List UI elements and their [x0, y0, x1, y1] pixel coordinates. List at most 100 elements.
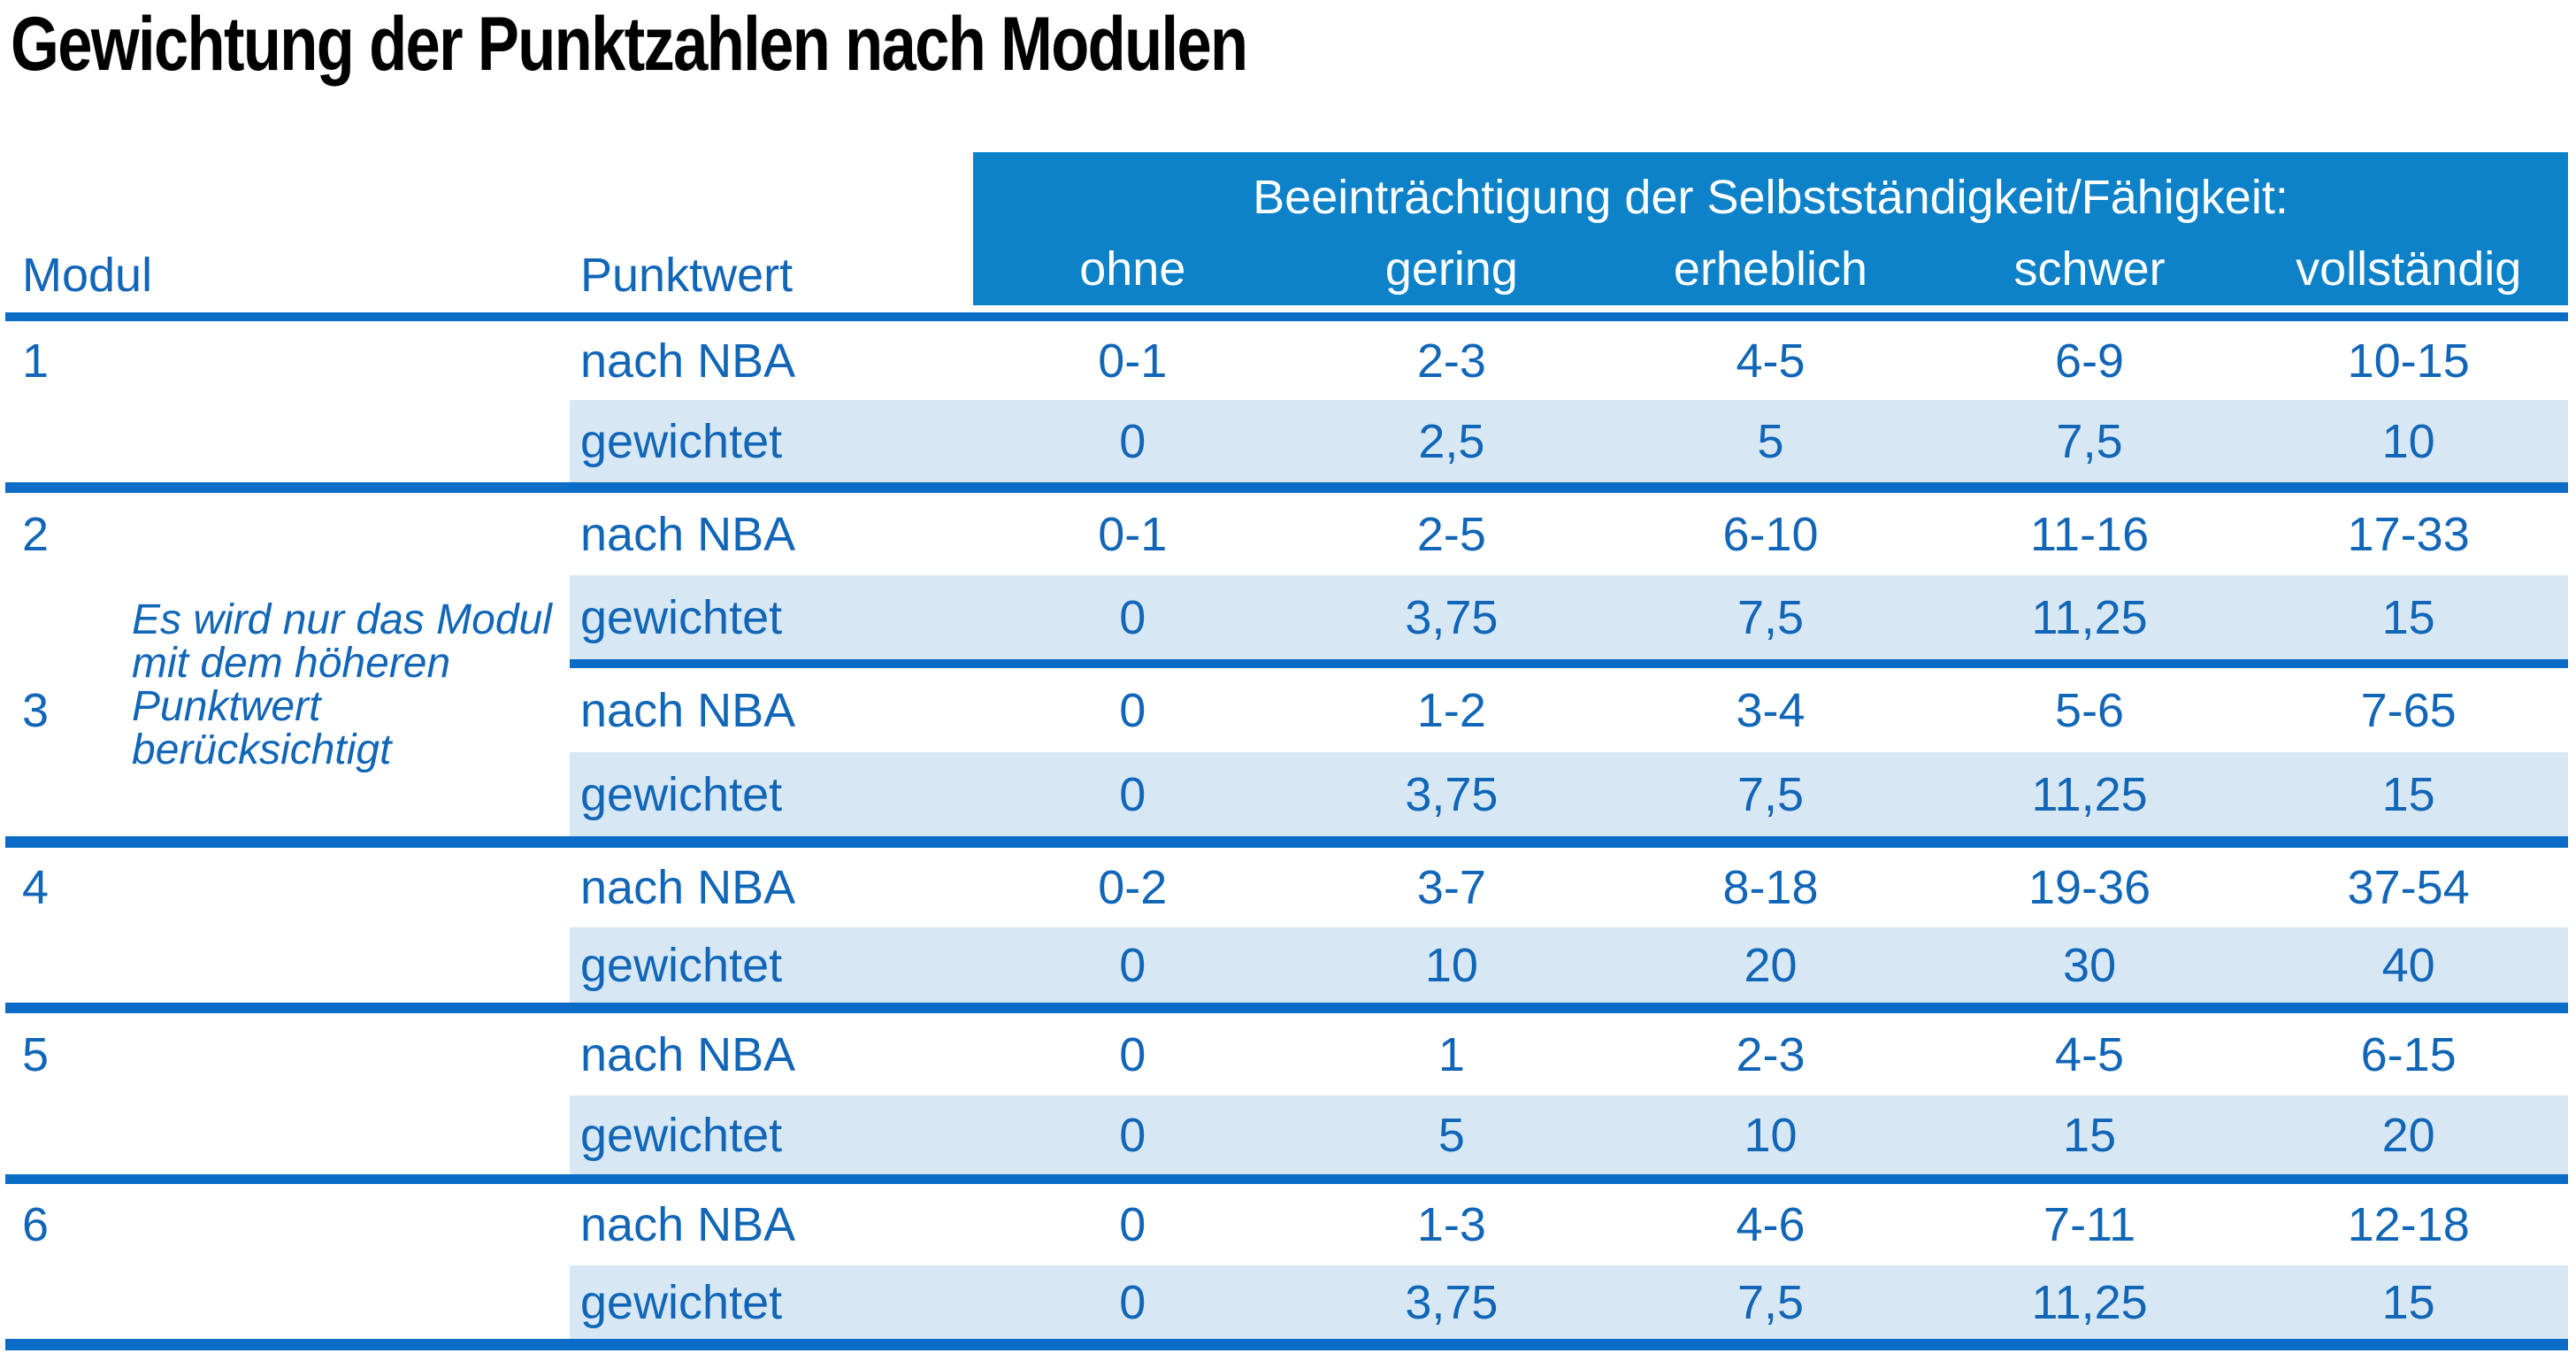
row-label-weighted: gewichtet	[580, 1275, 783, 1329]
value-cell: 11,25	[2031, 590, 2148, 644]
value-cell: 2-3	[1736, 1027, 1806, 1081]
severity-header-row: ohne gering erheblich schwer vollständig	[973, 242, 2568, 305]
value-cell: 5	[1757, 414, 1784, 468]
value-cell: 15	[2381, 590, 2435, 644]
value-cell: 11-16	[2030, 507, 2150, 561]
module-4-row-weighted: gewichtet 0 10 20 30 40	[0, 927, 2569, 1003]
value-cell: 0	[1119, 767, 1146, 821]
col-header-ohne: ohne	[1079, 242, 1186, 296]
col-header-gering: gering	[1384, 242, 1518, 296]
value-cell: 15	[2381, 1275, 2435, 1329]
row-label-weighted: gewichtet	[580, 767, 783, 821]
value-cell: 2-5	[1416, 507, 1486, 561]
module-number: 5	[22, 1027, 50, 1081]
value-cell: 0-1	[1098, 507, 1168, 561]
module-4-row-nba: 4 nach NBA 0-2 3-7 8-18 19-36 37-54	[0, 848, 2569, 927]
value-cell: 10	[2381, 414, 2435, 468]
page-title: Gewichtung der Punktzahlen nach Modulen	[11, 2, 1248, 87]
value-cell: 10-15	[2347, 334, 2470, 388]
value-cell: 6-15	[2360, 1027, 2457, 1081]
value-cell: 0	[1119, 414, 1146, 468]
module-divider-rule	[5, 836, 2568, 848]
value-cell: 1	[1438, 1027, 1465, 1081]
value-cell: 7,5	[2056, 414, 2123, 468]
module-number: 3	[22, 683, 50, 737]
value-cell: 4-5	[2055, 1027, 2125, 1081]
value-cell: 15	[2063, 1108, 2117, 1162]
row-label-weighted: gewichtet	[580, 414, 783, 468]
row-label-nba: nach NBA	[580, 861, 796, 914]
value-cell: 7-11	[2043, 1198, 2136, 1251]
value-cell: 0-1	[1098, 334, 1168, 388]
value-cell: 3-4	[1736, 683, 1806, 737]
note-line: mit dem höheren	[132, 640, 451, 687]
value-cell: 8-18	[1722, 861, 1819, 914]
value-cell: 0	[1119, 1275, 1146, 1329]
value-cell: 0	[1119, 1198, 1146, 1251]
row-label-nba: nach NBA	[580, 683, 796, 737]
value-cell: 0	[1119, 683, 1146, 737]
value-cell: 15	[2381, 767, 2435, 821]
row-label-nba: nach NBA	[580, 1198, 796, 1251]
value-cell: 0	[1119, 938, 1146, 992]
col-header-erheblich: erheblich	[1673, 242, 1868, 296]
note-line: Es wird nur das Modul	[132, 596, 552, 643]
module-divider-rule	[5, 482, 2568, 493]
col-header-vollstaendig: vollständig	[2296, 242, 2522, 296]
value-cell: 0	[1119, 1027, 1146, 1081]
module-2-3-partial-rule	[570, 659, 2568, 668]
value-cell: 5-6	[2055, 683, 2125, 737]
value-cell: 7,5	[1736, 1275, 1805, 1329]
value-cell: 2-3	[1416, 334, 1486, 388]
group-header: Beeinträchtigung der Selbstständigkeit/F…	[1253, 170, 2288, 224]
module-2-row-weighted: gewichtet 0 3,75 7,5 11,25 15	[0, 575, 2569, 659]
row-label-nba: nach NBA	[580, 507, 796, 561]
col-header-modul: Modul	[22, 249, 153, 302]
value-cell: 0	[1119, 1108, 1146, 1162]
value-cell: 4-5	[1736, 334, 1806, 388]
value-cell: 40	[2381, 938, 2435, 992]
module-number: 4	[22, 861, 50, 914]
header-divider-rule	[5, 312, 2568, 321]
value-cell: 11,25	[2031, 1275, 2148, 1329]
col-header-punktwert: Punktwert	[580, 249, 794, 302]
row-label-weighted: gewichtet	[580, 590, 783, 644]
value-cell: 3-7	[1416, 861, 1486, 914]
row-label-weighted: gewichtet	[580, 938, 783, 992]
module-6-row-nba: 6 nach NBA 0 1-3 4-6 7-11 12-18	[0, 1184, 2569, 1265]
module-1-row-nba: 1 nach NBA 0-1 2-3 4-5 6-9 10-15	[0, 321, 2569, 400]
value-cell: 5	[1438, 1108, 1465, 1162]
value-cell: 19-36	[2028, 861, 2151, 914]
value-cell: 17-33	[2347, 507, 2470, 561]
module-6-row-weighted: gewichtet 0 3,75 7,5 11,25 15	[0, 1265, 2569, 1339]
module-2-row-nba: 2 nach NBA 0-1 2-5 6-10 11-16 17-33	[0, 493, 2569, 575]
value-cell: 1-3	[1416, 1198, 1486, 1251]
value-cell: 7-65	[2360, 683, 2457, 737]
value-cell: 3,75	[1405, 767, 1499, 821]
value-cell: 0-2	[1098, 861, 1168, 914]
value-cell: 7,5	[1736, 767, 1805, 821]
module-5-row-weighted: gewichtet 0 5 10 15 20	[0, 1096, 2569, 1174]
value-cell: 3,75	[1405, 1275, 1499, 1329]
row-label-nba: nach NBA	[580, 334, 796, 388]
value-cell: 3,75	[1405, 590, 1499, 644]
value-cell: 2,5	[1418, 414, 1485, 468]
row-label-weighted: gewichtet	[580, 1108, 783, 1162]
module-number: 6	[22, 1198, 50, 1251]
value-cell: 20	[1744, 938, 1798, 992]
row-label-nba: nach NBA	[580, 1027, 796, 1081]
module-number: 2	[22, 507, 50, 561]
value-cell: 11,25	[2031, 767, 2148, 821]
value-cell: 30	[2063, 938, 2117, 992]
module-2-3-note: Es wird nur das Modul mit dem höheren Pu…	[132, 598, 592, 772]
value-cell: 6-10	[1722, 507, 1819, 561]
module-number: 1	[22, 334, 50, 388]
module-divider-rule	[5, 1174, 2568, 1184]
value-cell: 6-9	[2055, 334, 2125, 388]
value-cell: 4-6	[1736, 1198, 1806, 1251]
module-5-row-nba: 5 nach NBA 0 1 2-3 4-5 6-15	[0, 1013, 2569, 1096]
value-cell: 20	[2381, 1108, 2435, 1162]
module-3-row-nba: 3 nach NBA 0 1-2 3-4 5-6 7-65	[0, 668, 2569, 752]
col-header-schwer: schwer	[2013, 242, 2166, 296]
